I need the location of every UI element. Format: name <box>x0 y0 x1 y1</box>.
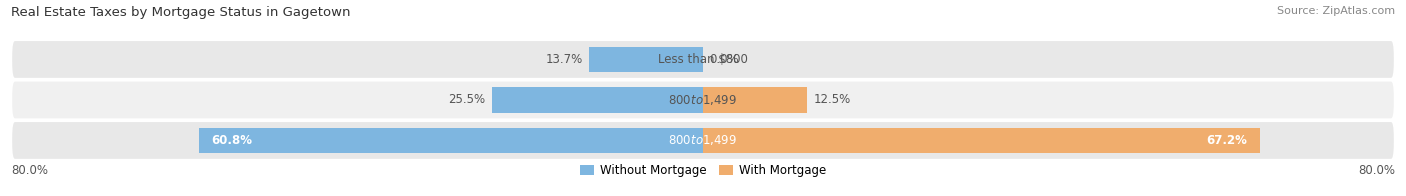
FancyBboxPatch shape <box>11 40 1395 79</box>
Legend: Without Mortgage, With Mortgage: Without Mortgage, With Mortgage <box>575 159 831 181</box>
Bar <box>492 87 703 113</box>
Text: Real Estate Taxes by Mortgage Status in Gagetown: Real Estate Taxes by Mortgage Status in … <box>11 6 350 19</box>
Text: 12.5%: 12.5% <box>813 93 851 106</box>
Text: 0.0%: 0.0% <box>710 53 740 66</box>
Text: 80.0%: 80.0% <box>11 164 48 177</box>
Bar <box>589 47 703 72</box>
Text: 60.8%: 60.8% <box>212 134 253 147</box>
Bar <box>703 128 1260 153</box>
Text: $800 to $1,499: $800 to $1,499 <box>668 93 738 107</box>
Text: 25.5%: 25.5% <box>449 93 485 106</box>
Text: Source: ZipAtlas.com: Source: ZipAtlas.com <box>1277 6 1395 16</box>
Text: 67.2%: 67.2% <box>1206 134 1247 147</box>
Text: $800 to $1,499: $800 to $1,499 <box>668 133 738 147</box>
Bar <box>703 87 807 113</box>
Text: 80.0%: 80.0% <box>1358 164 1395 177</box>
FancyBboxPatch shape <box>11 121 1395 160</box>
FancyBboxPatch shape <box>11 81 1395 119</box>
Text: 13.7%: 13.7% <box>546 53 583 66</box>
Bar <box>200 128 703 153</box>
Text: Less than $800: Less than $800 <box>658 53 748 66</box>
